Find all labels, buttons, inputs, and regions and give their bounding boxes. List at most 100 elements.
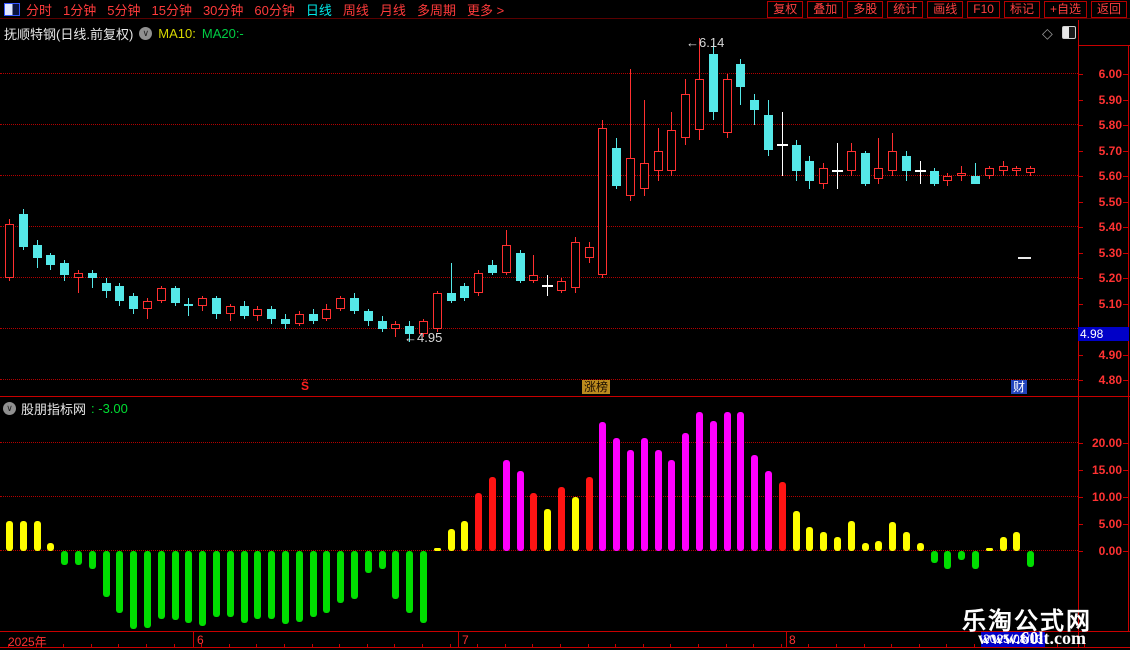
indicator-bar <box>806 526 814 551</box>
candle-body <box>74 272 83 278</box>
candle-body <box>998 165 1008 171</box>
period-tab-fenshi[interactable]: 分时 <box>26 2 53 18</box>
period-tab-30min[interactable]: 30分钟 <box>202 2 244 18</box>
xaxis-minor-tick <box>173 644 175 647</box>
period-tab-15min[interactable]: 15分钟 <box>151 2 192 18</box>
indicator-bar <box>792 510 800 551</box>
indicator-bar <box>820 531 828 551</box>
indicator-header: ∨ 股朋指标网 : -3.00 <box>3 399 128 418</box>
candle-wick <box>919 160 921 184</box>
xaxis-minor-tick <box>449 644 451 647</box>
candle-body <box>156 288 166 301</box>
indicator-bar <box>254 551 262 619</box>
month-separator <box>458 631 459 648</box>
indicator-axis-label: 5.00 <box>1098 517 1122 531</box>
finance-badge[interactable]: 财 <box>1011 380 1028 394</box>
back-button[interactable]: 返回 <box>1090 1 1127 18</box>
watermark-site-name: 乐淘公式网 <box>962 608 1092 635</box>
xaxis-minor-tick <box>422 644 423 647</box>
indicator-name: 股朋指标网 <box>21 402 87 417</box>
xaxis-minor-tick <box>918 644 920 647</box>
panel-layout-icon[interactable] <box>1062 26 1076 39</box>
period-tab-more[interactable]: 更多 > <box>466 2 505 18</box>
period-tab-5min[interactable]: 5分钟 <box>107 2 141 18</box>
candle-body <box>929 170 939 184</box>
chart-header: 抚顺特钢(日线.前复权) ∨ MA10: MA20:- <box>4 24 244 43</box>
draw-line-button[interactable]: 画线 <box>927 1 964 18</box>
candle-body <box>1026 168 1036 174</box>
period-tab-multi[interactable]: 多周期 <box>416 2 456 18</box>
candle-body <box>722 79 732 133</box>
overlay-button[interactable]: 叠加 <box>807 1 844 18</box>
add-watchlist-button[interactable]: +自选 <box>1043 1 1087 18</box>
candle-body <box>708 53 718 113</box>
xaxis-minor-tick <box>1056 644 1058 647</box>
xaxis-minor-tick <box>642 644 644 647</box>
indicator-bar <box>392 551 400 600</box>
period-tab-1min[interactable]: 1分钟 <box>63 2 97 18</box>
candle-body <box>488 265 497 273</box>
candle-body <box>695 79 704 131</box>
candle-body <box>143 300 152 309</box>
axis-tick <box>1078 227 1083 228</box>
candle-body <box>432 293 442 329</box>
xaxis-label: 7 <box>462 633 469 647</box>
axis-tick <box>1123 176 1128 177</box>
xaxis-minor-tick <box>670 644 672 647</box>
xaxis-minor-tick <box>8 644 9 647</box>
adjust-rights-button[interactable]: 复权 <box>767 1 804 18</box>
period-tab-monthly[interactable]: 月线 <box>379 2 406 18</box>
indicator-bar <box>116 551 124 614</box>
candle-wick <box>395 321 397 337</box>
candle-body <box>87 272 97 278</box>
axis-tick <box>1078 252 1083 254</box>
axis-tick <box>1078 443 1083 444</box>
price-axis-label: 5.20 <box>1098 271 1122 285</box>
period-tab-daily[interactable]: 日线 <box>305 2 332 18</box>
indicator-bar <box>544 509 552 551</box>
marker-dash <box>1018 257 1031 259</box>
axis-tick <box>1078 150 1083 152</box>
xaxis-minor-tick <box>587 644 589 647</box>
indicator-bar <box>889 521 897 551</box>
multi-stock-button[interactable]: 多股 <box>847 1 884 18</box>
indicator-axis-label: 10.00 <box>1091 490 1122 504</box>
diamond-icon[interactable]: ◇ <box>1042 25 1053 41</box>
axis-tick <box>1123 524 1128 525</box>
candle-body <box>5 224 14 278</box>
xaxis-line <box>0 631 1130 632</box>
indicator-bar <box>944 551 952 570</box>
collapse-chevron-icon[interactable]: ∨ <box>139 27 153 40</box>
collapse-chevron-icon[interactable]: ∨ <box>3 402 16 415</box>
indicator-bar <box>613 437 621 551</box>
ex-dividend-marker: Ŝ <box>301 379 310 393</box>
split-window-icon[interactable] <box>4 2 20 16</box>
candle-body <box>419 321 428 335</box>
period-tab-weekly[interactable]: 周线 <box>342 2 369 18</box>
date-tag: 2025/08/13 <box>981 632 1045 647</box>
indicator-bar <box>489 477 496 551</box>
watermark-site-url: www.60lt.com <box>978 628 1086 648</box>
candle-body <box>860 153 870 184</box>
xaxis-minor-tick <box>836 644 837 647</box>
indicator-bar <box>972 551 979 570</box>
statistics-button[interactable]: 统计 <box>887 1 924 18</box>
axis-tick <box>1123 470 1128 471</box>
indicator-bar <box>640 437 648 551</box>
xaxis-minor-tick <box>532 644 534 647</box>
xaxis-minor-tick <box>146 644 147 647</box>
price-axis-label: 5.50 <box>1098 194 1122 209</box>
indicator-bar <box>75 551 82 565</box>
xaxis-minor-tick <box>477 644 479 647</box>
candle-body <box>750 99 760 110</box>
mark-button[interactable]: 标记 <box>1003 1 1040 18</box>
f10-button[interactable]: F10 <box>967 1 1000 18</box>
candle-body <box>584 247 594 258</box>
axis-tick <box>1078 125 1083 126</box>
period-tab-60min[interactable]: 60分钟 <box>254 2 295 18</box>
axis-tick <box>1123 278 1128 279</box>
price-gridline <box>0 379 1078 380</box>
candle-wick <box>188 298 190 317</box>
rank-badge[interactable]: 涨榜 <box>582 380 611 394</box>
